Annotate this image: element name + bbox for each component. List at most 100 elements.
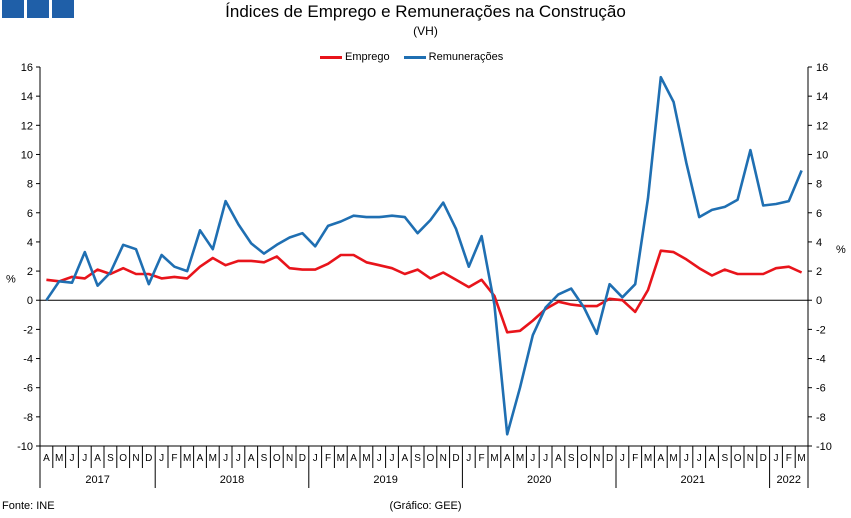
ine-logo xyxy=(2,0,74,18)
legend-label-remuneracoes: Remunerações xyxy=(428,51,504,63)
x-tick-label: J xyxy=(684,453,689,464)
x-tick-label: D xyxy=(145,453,152,464)
x-tick-label: M xyxy=(362,453,370,464)
y-tick-label-right: -2 xyxy=(816,324,826,336)
y-tick-label-right: 10 xyxy=(816,149,828,161)
logo-square xyxy=(27,0,49,18)
chart-legend: Emprego Remunerações xyxy=(320,51,517,63)
legend-label-emprego: Emprego xyxy=(345,51,390,63)
x-tick-label: J xyxy=(620,453,625,464)
x-tick-label: M xyxy=(55,453,63,464)
y-tick-label-left: 8 xyxy=(27,179,33,191)
x-tick-label: N xyxy=(286,453,293,464)
x-tick-label: J xyxy=(774,453,779,464)
x-tick-label: F xyxy=(171,453,177,464)
y-tick-label-left: 2 xyxy=(27,266,33,278)
series-line-remuneracoes xyxy=(45,75,803,436)
x-tick-label: J xyxy=(543,453,548,464)
y-tick-label-left: -8 xyxy=(23,412,33,424)
x-tick-label: M xyxy=(516,453,524,464)
year-label: 2021 xyxy=(681,474,705,486)
y-tick-label-left: -2 xyxy=(23,324,33,336)
y-tick-label-right: 2 xyxy=(816,266,822,278)
y-tick-label-left: 12 xyxy=(21,120,33,132)
x-tick-label: J xyxy=(530,453,535,464)
x-tick-label: J xyxy=(377,453,382,464)
x-tick-label: N xyxy=(440,453,447,464)
y-tick-label-right: -6 xyxy=(816,383,826,395)
x-tick-label: O xyxy=(119,453,127,464)
x-tick-label: D xyxy=(452,453,459,464)
y-tick-label-left: 4 xyxy=(27,237,33,249)
chart-title: Índices de Emprego e Remunerações na Con… xyxy=(225,2,626,21)
y-axis-label-right: % xyxy=(836,244,846,256)
x-tick-label: J xyxy=(70,453,75,464)
legend-swatch-emprego xyxy=(320,55,342,59)
x-tick-label: J xyxy=(223,453,228,464)
x-tick-label: A xyxy=(248,453,255,464)
x-tick-label: M xyxy=(669,453,677,464)
x-tick-label: N xyxy=(747,453,754,464)
x-tick-label: A xyxy=(350,453,357,464)
x-tick-label: A xyxy=(657,453,664,464)
x-tick-label: A xyxy=(197,453,204,464)
x-tick-label: S xyxy=(414,453,421,464)
x-tick-label: M xyxy=(183,453,191,464)
chart-subtitle: (VH) xyxy=(413,24,438,38)
y-tick-label-left: 10 xyxy=(21,149,33,161)
year-label: 2019 xyxy=(373,474,397,486)
y-tick-label-left: -10 xyxy=(17,441,33,453)
x-tick-label: S xyxy=(107,453,114,464)
x-tick-label: O xyxy=(273,453,281,464)
legend-swatch-remuneracoes xyxy=(403,55,426,59)
x-tick-label: J xyxy=(82,453,87,464)
x-tick-label: F xyxy=(479,453,485,464)
x-tick-label: O xyxy=(427,453,435,464)
x-tick-label: A xyxy=(43,453,50,464)
y-axis-label-left: % xyxy=(6,273,16,285)
x-tick-label: D xyxy=(299,453,306,464)
x-tick-label: F xyxy=(632,453,638,464)
x-tick-label: J xyxy=(466,453,471,464)
x-tick-label: F xyxy=(786,453,792,464)
x-tick-label: A xyxy=(504,453,511,464)
x-tick-label: F xyxy=(325,453,331,464)
x-tick-label: J xyxy=(697,453,702,464)
x-tick-label: S xyxy=(721,453,728,464)
x-tick-label: M xyxy=(490,453,498,464)
series-line-emprego xyxy=(46,249,803,334)
source-note: Fonte: INE xyxy=(2,500,55,512)
x-tick-label: O xyxy=(580,453,588,464)
y-tick-label-right: -4 xyxy=(816,354,826,366)
y-tick-label-right: -10 xyxy=(816,441,832,453)
x-tick-label: M xyxy=(337,453,345,464)
y-tick-label-right: 8 xyxy=(816,179,822,191)
y-tick-label-right: 12 xyxy=(816,120,828,132)
x-tick-label: S xyxy=(261,453,268,464)
y-tick-label-left: -4 xyxy=(23,354,33,366)
logo-square xyxy=(2,0,24,18)
x-tick-label: D xyxy=(606,453,613,464)
y-tick-label-left: 14 xyxy=(21,91,33,103)
y-tick-label-right: 0 xyxy=(816,295,822,307)
year-label: 2017 xyxy=(85,474,109,486)
x-tick-label: D xyxy=(760,453,767,464)
x-tick-label: S xyxy=(568,453,575,464)
y-tick-label-right: 16 xyxy=(816,62,828,74)
x-tick-label: J xyxy=(390,453,395,464)
x-tick-label: A xyxy=(401,453,408,464)
y-tick-label-right: 6 xyxy=(816,208,822,220)
x-tick-label: N xyxy=(593,453,600,464)
x-tick-label: A xyxy=(555,453,562,464)
credit-note: (Gráfico: GEE) xyxy=(389,500,462,512)
logo-square xyxy=(52,0,74,18)
x-tick-label: M xyxy=(209,453,217,464)
y-tick-label-left: 6 xyxy=(27,208,33,220)
x-tick-label: A xyxy=(94,453,101,464)
legend-item-remuneracoes: Remunerações xyxy=(403,51,504,63)
y-tick-label-right: -8 xyxy=(816,412,826,424)
x-tick-label: J xyxy=(236,453,241,464)
x-tick-label: J xyxy=(313,453,318,464)
y-tick-label-right: 14 xyxy=(816,91,828,103)
